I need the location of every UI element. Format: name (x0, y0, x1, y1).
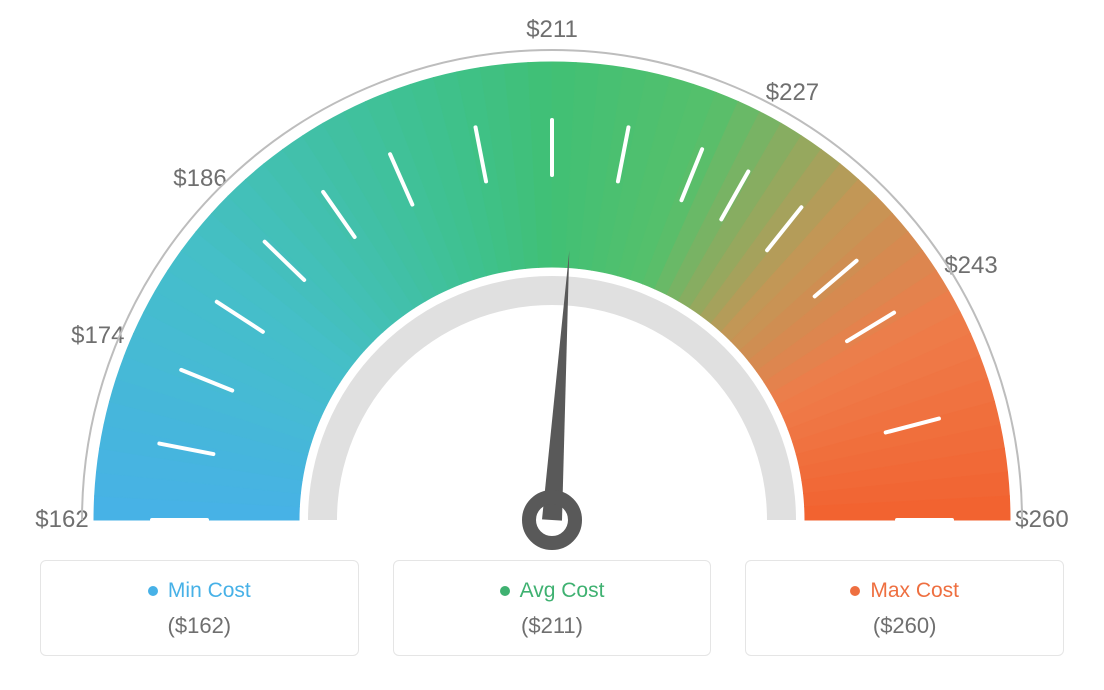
legend-label: Max Cost (870, 579, 959, 603)
legend-row: Min Cost ($162) Avg Cost ($211) Max Cost… (0, 560, 1104, 656)
legend-value: ($162) (41, 613, 358, 639)
legend-value: ($211) (394, 613, 711, 639)
cost-gauge: $162$174$186$211$227$243$260 (0, 0, 1104, 560)
dot-icon (500, 586, 510, 596)
dot-icon (148, 586, 158, 596)
dot-icon (850, 586, 860, 596)
legend-card-avg: Avg Cost ($211) (393, 560, 712, 656)
legend-label: Avg Cost (520, 579, 605, 603)
legend-value: ($260) (746, 613, 1063, 639)
legend-label: Min Cost (168, 579, 251, 603)
legend-card-max: Max Cost ($260) (745, 560, 1064, 656)
legend-card-min: Min Cost ($162) (40, 560, 359, 656)
